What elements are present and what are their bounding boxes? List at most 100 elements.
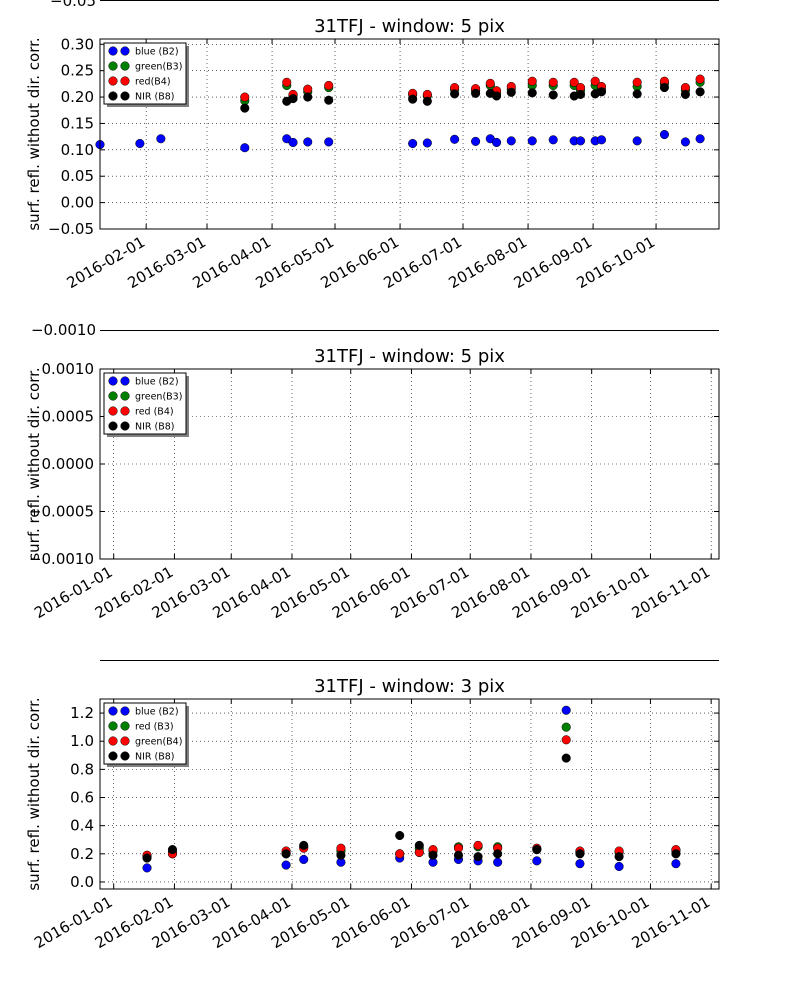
data-point-nir-b8- [548,90,558,100]
chart-title: 31TFJ - window: 5 pix [314,16,505,37]
data-point-red-b4- [590,76,600,86]
data-point-blue-b2- [450,134,460,144]
data-point-green-b4- [395,849,405,859]
y-tick-label: 0.25 [61,62,94,80]
legend-marker [108,76,118,86]
data-point-red-b4- [324,80,334,90]
legend-marker [108,46,118,56]
data-point-blue-b2- [240,143,250,153]
clipped-tick-label: −0.0010 [31,321,96,339]
data-point-red-b4- [548,77,558,87]
y-tick-label: 0.6 [70,789,94,807]
y-axis-label: surf. refl. without dir. corr. [25,367,43,560]
data-point-blue-b2- [596,135,607,145]
data-point-nir-b8- [527,88,537,98]
data-point-nir-b8- [303,92,313,102]
data-point-nir-b8- [414,840,424,850]
data-point-blue-b2- [614,861,624,872]
axes-frame [99,698,720,890]
legend-box [103,372,187,435]
y-tick-label: 0.0000 [42,455,95,473]
y-tick-label: 0.0005 [42,408,95,426]
legend-marker [108,736,118,746]
chart-title: 31TFJ - window: 3 pix [314,676,505,697]
y-tick-label: 0.20 [61,88,94,106]
legend-marker [108,391,118,401]
data-point-red-b4- [303,84,313,94]
legend-marker [108,406,118,416]
data-point-nir-b8- [324,95,334,105]
legend-label: NIR (B8) [135,422,175,433]
data-point-nir-b8- [575,89,586,99]
data-point-blue-b2- [680,137,690,147]
legend-marker [108,421,118,431]
y-axis-label: surf. refl. without dir. corr. [25,697,43,890]
y-tick-label: 0.2 [70,845,94,863]
data-point-nir-b8- [240,103,250,113]
data-point-blue-b2- [548,135,558,145]
data-point-nir-b8- [142,853,152,863]
data-point-nir-b8- [493,849,503,859]
legend-marker [120,706,130,716]
data-point-blue-b2- [299,854,309,864]
data-point-nir-b8- [506,87,516,97]
y-tick-label: 0.10 [61,141,94,159]
data-point-blue-b2- [632,136,642,146]
data-point-blue-b2- [142,863,152,873]
legend-marker [120,91,130,101]
data-point-blue-b2- [575,859,585,869]
legend-marker [120,721,130,731]
data-point-nir-b8- [596,87,607,97]
data-point-nir-b8- [614,852,624,862]
data-point-nir-b8- [336,850,346,860]
legend-marker [120,376,130,386]
legend-marker [120,406,130,416]
data-point-nir-b8- [561,753,571,763]
data-point-blue-b2- [156,134,166,144]
data-point-nir-b8- [395,830,405,841]
legend-marker [108,61,118,71]
data-point-blue-b2- [471,136,481,146]
y-tick-label: 0.00 [61,194,94,212]
data-point-red-b4- [632,77,642,87]
y-axis-label: surf. refl. without dir. corr. [25,37,43,230]
legend-label: green(B3) [135,62,182,73]
legend-label: green(B4) [135,737,182,748]
chart-title: 31TFJ - window: 5 pix [314,346,505,367]
legend-label: red(B4) [135,77,171,88]
legend-marker [120,76,130,86]
y-tick-label: 0.30 [61,35,94,53]
y-tick-label: 0.0010 [42,360,95,378]
data-point-blue-b2- [288,137,298,147]
legend-marker [120,751,130,761]
data-point-nir-b8- [471,88,481,98]
data-point-blue-b2- [324,137,334,147]
data-point-blue-b2- [492,137,502,147]
y-tick-label: −0.0010 [29,550,94,568]
data-point-nir-b8- [428,850,438,860]
legend-marker [120,61,130,71]
legend-marker [120,421,130,431]
data-point-nir-b8- [422,96,432,106]
legend-marker [108,721,118,731]
data-point-nir-b8- [575,849,585,859]
y-tick-label: −0.0005 [29,503,94,521]
legend-label: red (B4) [135,407,174,418]
chart-2: −0.0010−0.0010−0.00050.00000.00050.00102… [25,321,720,622]
legend-marker [108,706,118,716]
legend-label: red (B3) [135,722,174,733]
legend-box [103,42,187,105]
data-point-blue-b2- [527,136,537,146]
data-point-red-b4- [569,77,579,87]
data-point-nir-b8- [288,94,298,104]
legend-label: blue (B2) [135,707,179,718]
data-point-red-b4- [695,74,705,84]
legend-marker [120,46,130,56]
legend-label: green(B3) [135,392,182,403]
legend-marker [120,391,130,401]
data-point-nir-b8- [450,89,460,99]
data-point-nir-b8- [671,849,681,859]
data-point-red-b4- [282,77,292,87]
legend-marker [108,91,118,101]
